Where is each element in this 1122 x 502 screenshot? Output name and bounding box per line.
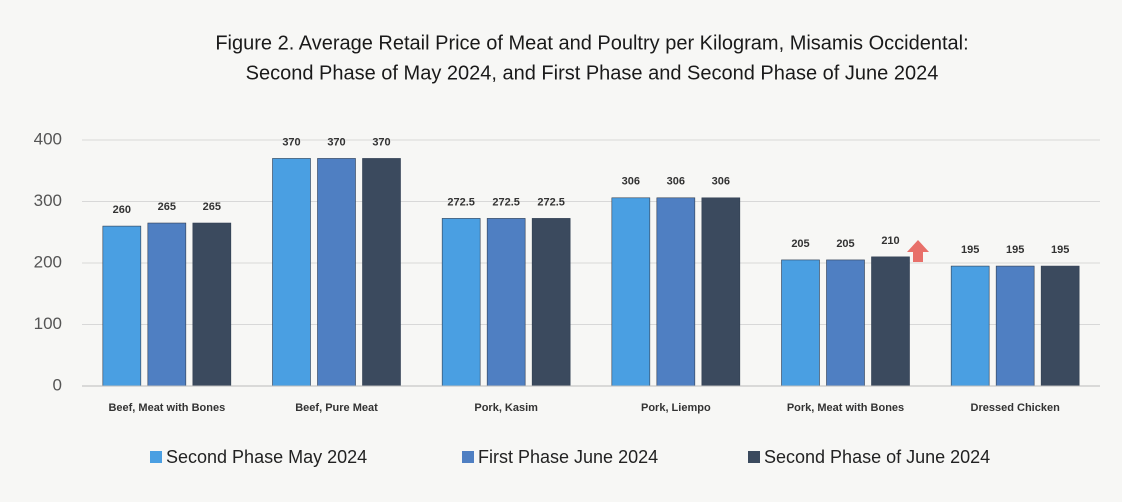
up-arrow	[907, 240, 929, 262]
chart-title: Figure 2. Average Retail Price of Meat a…	[215, 32, 968, 54]
bar	[950, 265, 990, 387]
value-label: 272.5	[447, 196, 475, 208]
value-label: 265	[158, 201, 176, 213]
x-tick-label: Beef, Meat with Bones	[108, 402, 225, 414]
value-label: 195	[1006, 244, 1024, 256]
chart-subtitle: Second Phase of May 2024, and First Phas…	[246, 62, 939, 84]
bar	[656, 197, 696, 387]
bar	[995, 265, 1035, 387]
value-label: 370	[282, 136, 300, 148]
value-label: 260	[113, 204, 131, 216]
bar	[531, 218, 571, 387]
legend-swatch	[150, 451, 162, 463]
value-label: 265	[203, 201, 221, 213]
value-label: 195	[1051, 244, 1069, 256]
bar	[486, 218, 526, 387]
bar	[362, 158, 401, 387]
legend-label: Second Phase of June 2024	[764, 447, 990, 467]
value-label: 306	[667, 176, 685, 188]
bar	[317, 158, 356, 387]
legend-label: Second Phase May 2024	[166, 447, 367, 467]
y-tick-label: 100	[34, 314, 62, 333]
value-label: 205	[791, 238, 809, 250]
legend-label: First Phase June 2024	[478, 447, 658, 467]
value-label: 306	[712, 176, 730, 188]
y-tick-label: 400	[34, 129, 62, 148]
bar	[272, 158, 311, 387]
bar	[1040, 265, 1080, 387]
value-label: 306	[622, 176, 640, 188]
bar	[192, 222, 232, 387]
x-tick-label: Pork, Meat with Bones	[787, 402, 904, 414]
y-tick-label: 300	[34, 191, 62, 210]
y-tick-label: 200	[34, 252, 62, 271]
bar	[147, 222, 187, 387]
value-label: 195	[961, 244, 979, 256]
bar	[871, 256, 910, 387]
x-tick-label: Pork, Kasim	[474, 402, 538, 414]
bar	[611, 197, 651, 387]
bar	[781, 259, 820, 387]
x-tick-label: Dressed Chicken	[971, 402, 1061, 414]
x-tick-label: Pork, Liempo	[641, 402, 711, 414]
value-label: 272.5	[492, 196, 520, 208]
y-tick-label: 0	[53, 375, 62, 394]
value-label: 272.5	[537, 196, 565, 208]
value-label: 210	[881, 235, 899, 247]
value-label: 370	[327, 136, 345, 148]
bar	[441, 218, 481, 387]
bar	[102, 225, 142, 387]
legend-swatch	[462, 451, 474, 463]
legend-swatch	[748, 451, 760, 463]
x-tick-label: Beef, Pure Meat	[295, 402, 378, 414]
bar	[826, 259, 865, 387]
value-label: 205	[836, 238, 854, 250]
bar	[701, 197, 741, 387]
value-label: 370	[372, 136, 390, 148]
